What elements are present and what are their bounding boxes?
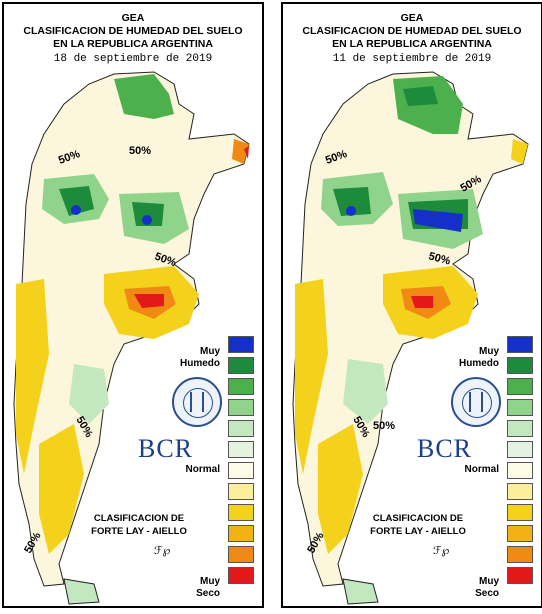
contour-label: 50% — [373, 420, 395, 432]
very-wet-spot-1 — [71, 205, 81, 215]
map-panel-left: 50% 50% 50% 50% 50% GEA CLASIFICACION DE… — [2, 2, 264, 608]
legend-cell — [507, 399, 533, 416]
classification-credit: CLASIFICACION DE FORTE LAY - AIELLO — [370, 513, 466, 537]
legend-bottom-label: Muy Seco — [196, 576, 220, 599]
legend-top-label: Muy Humedo — [180, 346, 220, 369]
bcr-seal-logo — [451, 377, 501, 427]
legend-cell — [507, 357, 533, 374]
dry-region-south — [39, 424, 84, 554]
map-title: CLASIFICACION DE HUMEDAD DEL SUELO — [23, 25, 243, 37]
moist-region-southeast — [69, 364, 109, 424]
legend-cell — [228, 483, 254, 500]
contour-label: 50% — [129, 145, 151, 157]
legend-cell — [228, 378, 254, 395]
contour-label: 50% — [427, 250, 452, 267]
argentina-map: 50% 50% 50% 50% 50% — [13, 71, 250, 605]
legend-cell — [507, 420, 533, 437]
very-wet-spot-2 — [142, 215, 152, 225]
islands-glyph: ℱ℘ — [154, 545, 171, 557]
legend-cell — [228, 546, 254, 563]
moist-region-north — [114, 74, 174, 119]
legend-cell — [507, 504, 533, 521]
bcr-logo-text: BCR — [417, 434, 473, 463]
legend-mid-label: Normal — [185, 464, 220, 475]
map-panel-right: 50% 50% 50% 50% 50% 50% GEA CLASIFICACIO… — [281, 2, 542, 608]
bcr-logo-text: BCR — [138, 434, 194, 463]
dry-region-northeast — [232, 139, 249, 164]
legend-cell — [228, 441, 254, 458]
dry-region-west — [295, 279, 328, 474]
islands-glyph: ℱ℘ — [433, 545, 450, 557]
legend-mid-label: Normal — [464, 464, 499, 475]
map-date: 11 de septiembre de 2019 — [332, 53, 492, 65]
map-subtitle: EN LA REPUBLICA ARGENTINA — [53, 38, 213, 50]
legend-cell — [228, 567, 254, 584]
legend-cell — [507, 378, 533, 395]
legend-cell — [507, 546, 533, 563]
wet-core-center — [132, 202, 164, 226]
legend-cell — [228, 357, 254, 374]
very-wet-spot-1 — [346, 206, 356, 216]
map-subtitle: EN LA REPUBLICA ARGENTINA — [332, 38, 492, 50]
org-title: GEA — [400, 12, 424, 24]
legend-cell — [507, 567, 533, 584]
dry-region-west — [16, 279, 49, 474]
legend-top-label: Muy Humedo — [459, 346, 499, 369]
dry-region-northeast — [511, 139, 528, 164]
legend-cell — [228, 525, 254, 542]
legend-cell — [507, 336, 533, 353]
tierra-del-fuego — [342, 578, 379, 605]
wet-core-northwest — [333, 187, 371, 216]
org-title: GEA — [121, 12, 145, 24]
map-title: CLASIFICACION DE HUMEDAD DEL SUELO — [302, 25, 522, 37]
legend-cell — [507, 462, 533, 479]
dry-region-south — [318, 424, 363, 554]
extreme-dry-core — [134, 294, 164, 308]
tierra-del-fuego — [63, 578, 100, 605]
legend-cell — [228, 462, 254, 479]
legend-cell — [228, 336, 254, 353]
legend-cell — [228, 504, 254, 521]
legend-cell — [507, 483, 533, 500]
map-date: 18 de septiembre de 2019 — [53, 53, 213, 65]
moist-region-southeast — [343, 359, 388, 424]
legend-cell — [228, 420, 254, 437]
wet-core-north — [403, 86, 438, 106]
very-wet-band — [413, 209, 463, 232]
legend-bottom-label: Muy Seco — [475, 576, 499, 599]
argentina-map: 50% 50% 50% 50% 50% 50% — [292, 71, 529, 605]
legend-cell — [507, 525, 533, 542]
wet-core-northwest — [59, 186, 94, 216]
bcr-seal-logo — [172, 377, 222, 427]
extreme-dry-northeast — [244, 146, 249, 159]
extreme-dry-core — [411, 296, 433, 308]
classification-credit: CLASIFICACION DE FORTE LAY - AIELLO — [91, 513, 187, 537]
legend-cell — [228, 399, 254, 416]
legend-cell — [507, 441, 533, 458]
